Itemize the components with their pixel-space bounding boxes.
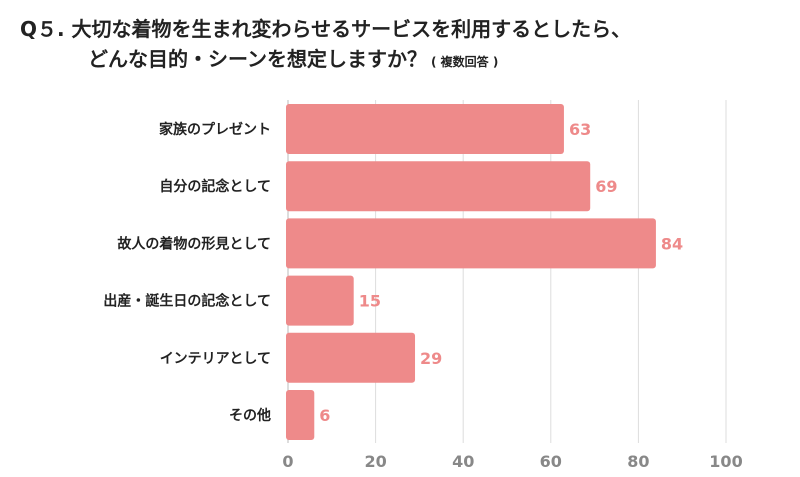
category-label: 故人の着物の形見として <box>117 235 271 252</box>
value-label: 15 <box>359 292 381 311</box>
category-label: その他 <box>229 407 271 424</box>
grid-lines <box>287 100 727 443</box>
bar <box>286 104 564 154</box>
chart-title: Q５. 大切な着物を生まれ変わらせるサービスを利用するとしたら、 どんな目的・シ… <box>20 14 790 77</box>
bar <box>286 332 416 383</box>
category-label: インテリアとして <box>160 351 271 367</box>
category-labels: 家族のプレゼント自分の記念として故人の着物の形見として出産・誕生日の記念としてイ… <box>103 121 271 424</box>
x-tick-label: 40 <box>452 452 474 471</box>
value-labels: 63 69 84 15 29 6 <box>319 120 683 425</box>
title-line-1: Q５. 大切な着物を生まれ変わらせるサービスを利用するとしたら、 <box>20 17 632 41</box>
x-tick-label: 20 <box>364 452 386 471</box>
bar <box>286 161 591 212</box>
x-tick-label: 100 <box>709 452 742 471</box>
value-label: 6 <box>319 406 330 425</box>
bar <box>286 218 656 269</box>
x-tick-label: 80 <box>627 452 649 471</box>
title-note: ( 複数回答 ) <box>431 55 499 69</box>
title-line-2-text: どんな目的・シーンを想定しますか？ <box>88 47 427 71</box>
x-tick-label: 0 <box>282 452 293 471</box>
x-tick-label: 60 <box>540 452 562 471</box>
title-line-2: どんな目的・シーンを想定しますか？ ( 複数回答 ) <box>20 44 790 77</box>
value-label: 84 <box>661 234 683 253</box>
value-label: 29 <box>420 349 442 368</box>
value-label: 63 <box>569 120 591 139</box>
x-tick-labels: 0 20 40 60 80 100 <box>282 452 742 471</box>
bar <box>286 275 354 326</box>
bar <box>286 390 315 440</box>
bars <box>286 104 656 440</box>
category-label: 出産・誕生日の記念として <box>103 293 271 310</box>
category-label: 自分の記念として <box>159 178 271 195</box>
category-label: 家族のプレゼント <box>159 121 271 138</box>
value-label: 69 <box>595 177 617 196</box>
